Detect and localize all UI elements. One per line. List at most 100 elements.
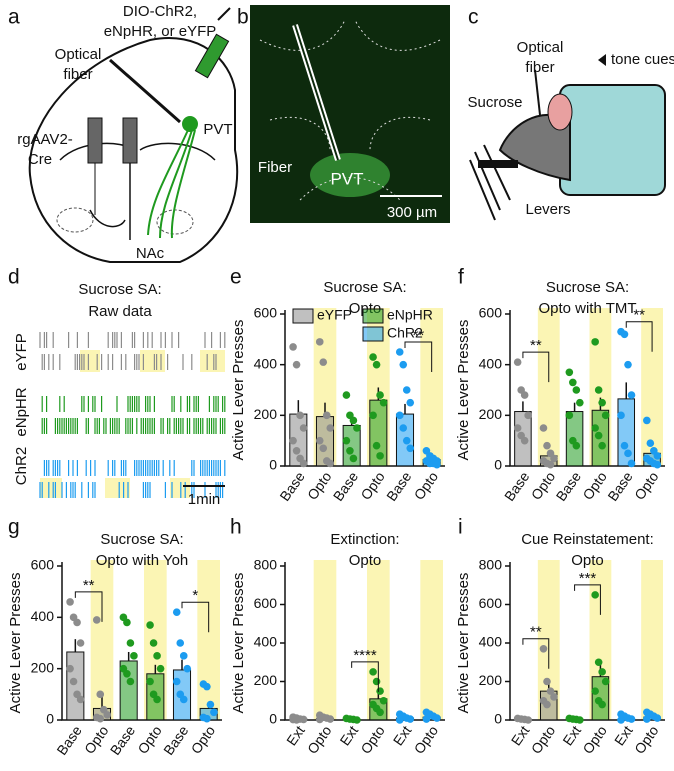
data-point: [601, 411, 610, 420]
axis: [509, 310, 665, 467]
data-point: [322, 411, 331, 420]
panel-letter: a: [8, 6, 20, 29]
data-point: [624, 449, 632, 458]
opto-shade: [140, 350, 165, 372]
data-point: [123, 618, 131, 627]
opto-shade: [80, 350, 100, 372]
data-point: [598, 441, 606, 450]
legend-swatch: [362, 326, 384, 342]
panel-letter: d: [8, 266, 20, 289]
panel-letter: e: [230, 266, 242, 289]
histology-image: [250, 5, 450, 223]
data-point: [299, 715, 308, 724]
data-point: [565, 411, 574, 420]
data-point: [379, 398, 388, 407]
data-point: [402, 386, 411, 394]
row-label: eNpHR: [13, 387, 30, 436]
data-point: [395, 348, 404, 356]
data-point: [376, 708, 384, 717]
data-point: [598, 668, 606, 676]
data-point: [617, 411, 625, 420]
x-tick-label: Opto: [528, 722, 559, 756]
data-point: [627, 715, 636, 723]
x-tick-label: Base: [383, 469, 415, 504]
data-point: [520, 391, 529, 399]
data-point: [96, 690, 105, 699]
label: tone cues: [611, 51, 674, 68]
panel-letter: g: [8, 516, 20, 539]
chart-title: Sucrose SA:: [546, 279, 629, 296]
label: Sucrose: [467, 94, 522, 111]
data-point: [395, 411, 404, 420]
data-point: [565, 368, 574, 377]
significance-label: **: [530, 624, 542, 641]
data-point: [66, 664, 74, 673]
y-axis-label: Active Lever Presses: [230, 573, 247, 714]
data-point: [326, 459, 335, 468]
label: Levers: [525, 201, 570, 218]
opto-shade: [367, 560, 390, 720]
chart-title: Cue Reinstatement:: [521, 531, 654, 548]
x-tick-label: Base: [553, 469, 585, 504]
x-tick-label: Opto: [81, 722, 112, 756]
x-tick-label: Base: [107, 723, 139, 758]
data-point: [569, 378, 577, 387]
data-point: [299, 459, 308, 468]
label: DIO-ChR2,: [123, 3, 197, 20]
data-point: [617, 716, 625, 724]
data-point: [646, 439, 655, 448]
significance-bracket: [522, 351, 550, 383]
legend-swatch: [362, 308, 384, 324]
x-tick-label: Opto: [528, 468, 559, 502]
x-tick-label: Opto: [579, 722, 610, 756]
legend-label: eNpHR: [387, 307, 433, 323]
significance-bracket: [404, 341, 433, 372]
data-point: [406, 715, 415, 723]
y-tick-label: 0: [494, 457, 502, 473]
data-point: [66, 598, 74, 606]
data-point: [183, 664, 192, 673]
data-point: [315, 715, 324, 724]
title: Sucrose SA:: [78, 281, 161, 298]
label: PVT: [330, 169, 363, 188]
significance-label: **: [530, 337, 542, 354]
y-tick-label: 200: [31, 659, 55, 675]
panel-letter: c: [468, 6, 479, 29]
significance-bracket: [574, 584, 601, 615]
data-point: [402, 436, 411, 445]
data-point: [353, 424, 361, 432]
significance-label: **: [412, 327, 424, 344]
data-point: [319, 358, 328, 366]
data-point: [96, 714, 105, 723]
x-tick-label: Base: [501, 469, 533, 504]
data-point: [342, 436, 351, 445]
legend-label: eYFP: [317, 307, 352, 323]
y-tick-label: 0: [494, 711, 502, 727]
chart-title: Opto: [571, 552, 604, 569]
significance-bracket: [351, 661, 379, 692]
data-point: [653, 452, 662, 460]
y-tick-label: 600: [254, 595, 278, 611]
data-point: [576, 398, 584, 407]
data-point: [349, 416, 358, 425]
data-point: [179, 695, 188, 704]
data-point: [372, 677, 381, 686]
data-point: [153, 652, 161, 660]
opto-shade: [90, 560, 114, 720]
data-point: [146, 621, 154, 629]
data-point: [319, 444, 328, 453]
x-tick-label: Ext: [390, 723, 415, 749]
label: eNpHR, or eYFP: [104, 23, 217, 40]
data-point: [513, 358, 522, 366]
opto-shade: [537, 308, 560, 466]
data-point: [572, 386, 581, 394]
x-tick-label: Opto: [357, 722, 388, 756]
data-point: [92, 616, 101, 624]
data-point: [399, 424, 408, 432]
label: PVT: [203, 121, 232, 138]
data-point: [543, 441, 551, 450]
data-point: [76, 639, 85, 647]
y-tick-label: 200: [479, 406, 503, 422]
label: Optical: [55, 46, 102, 63]
